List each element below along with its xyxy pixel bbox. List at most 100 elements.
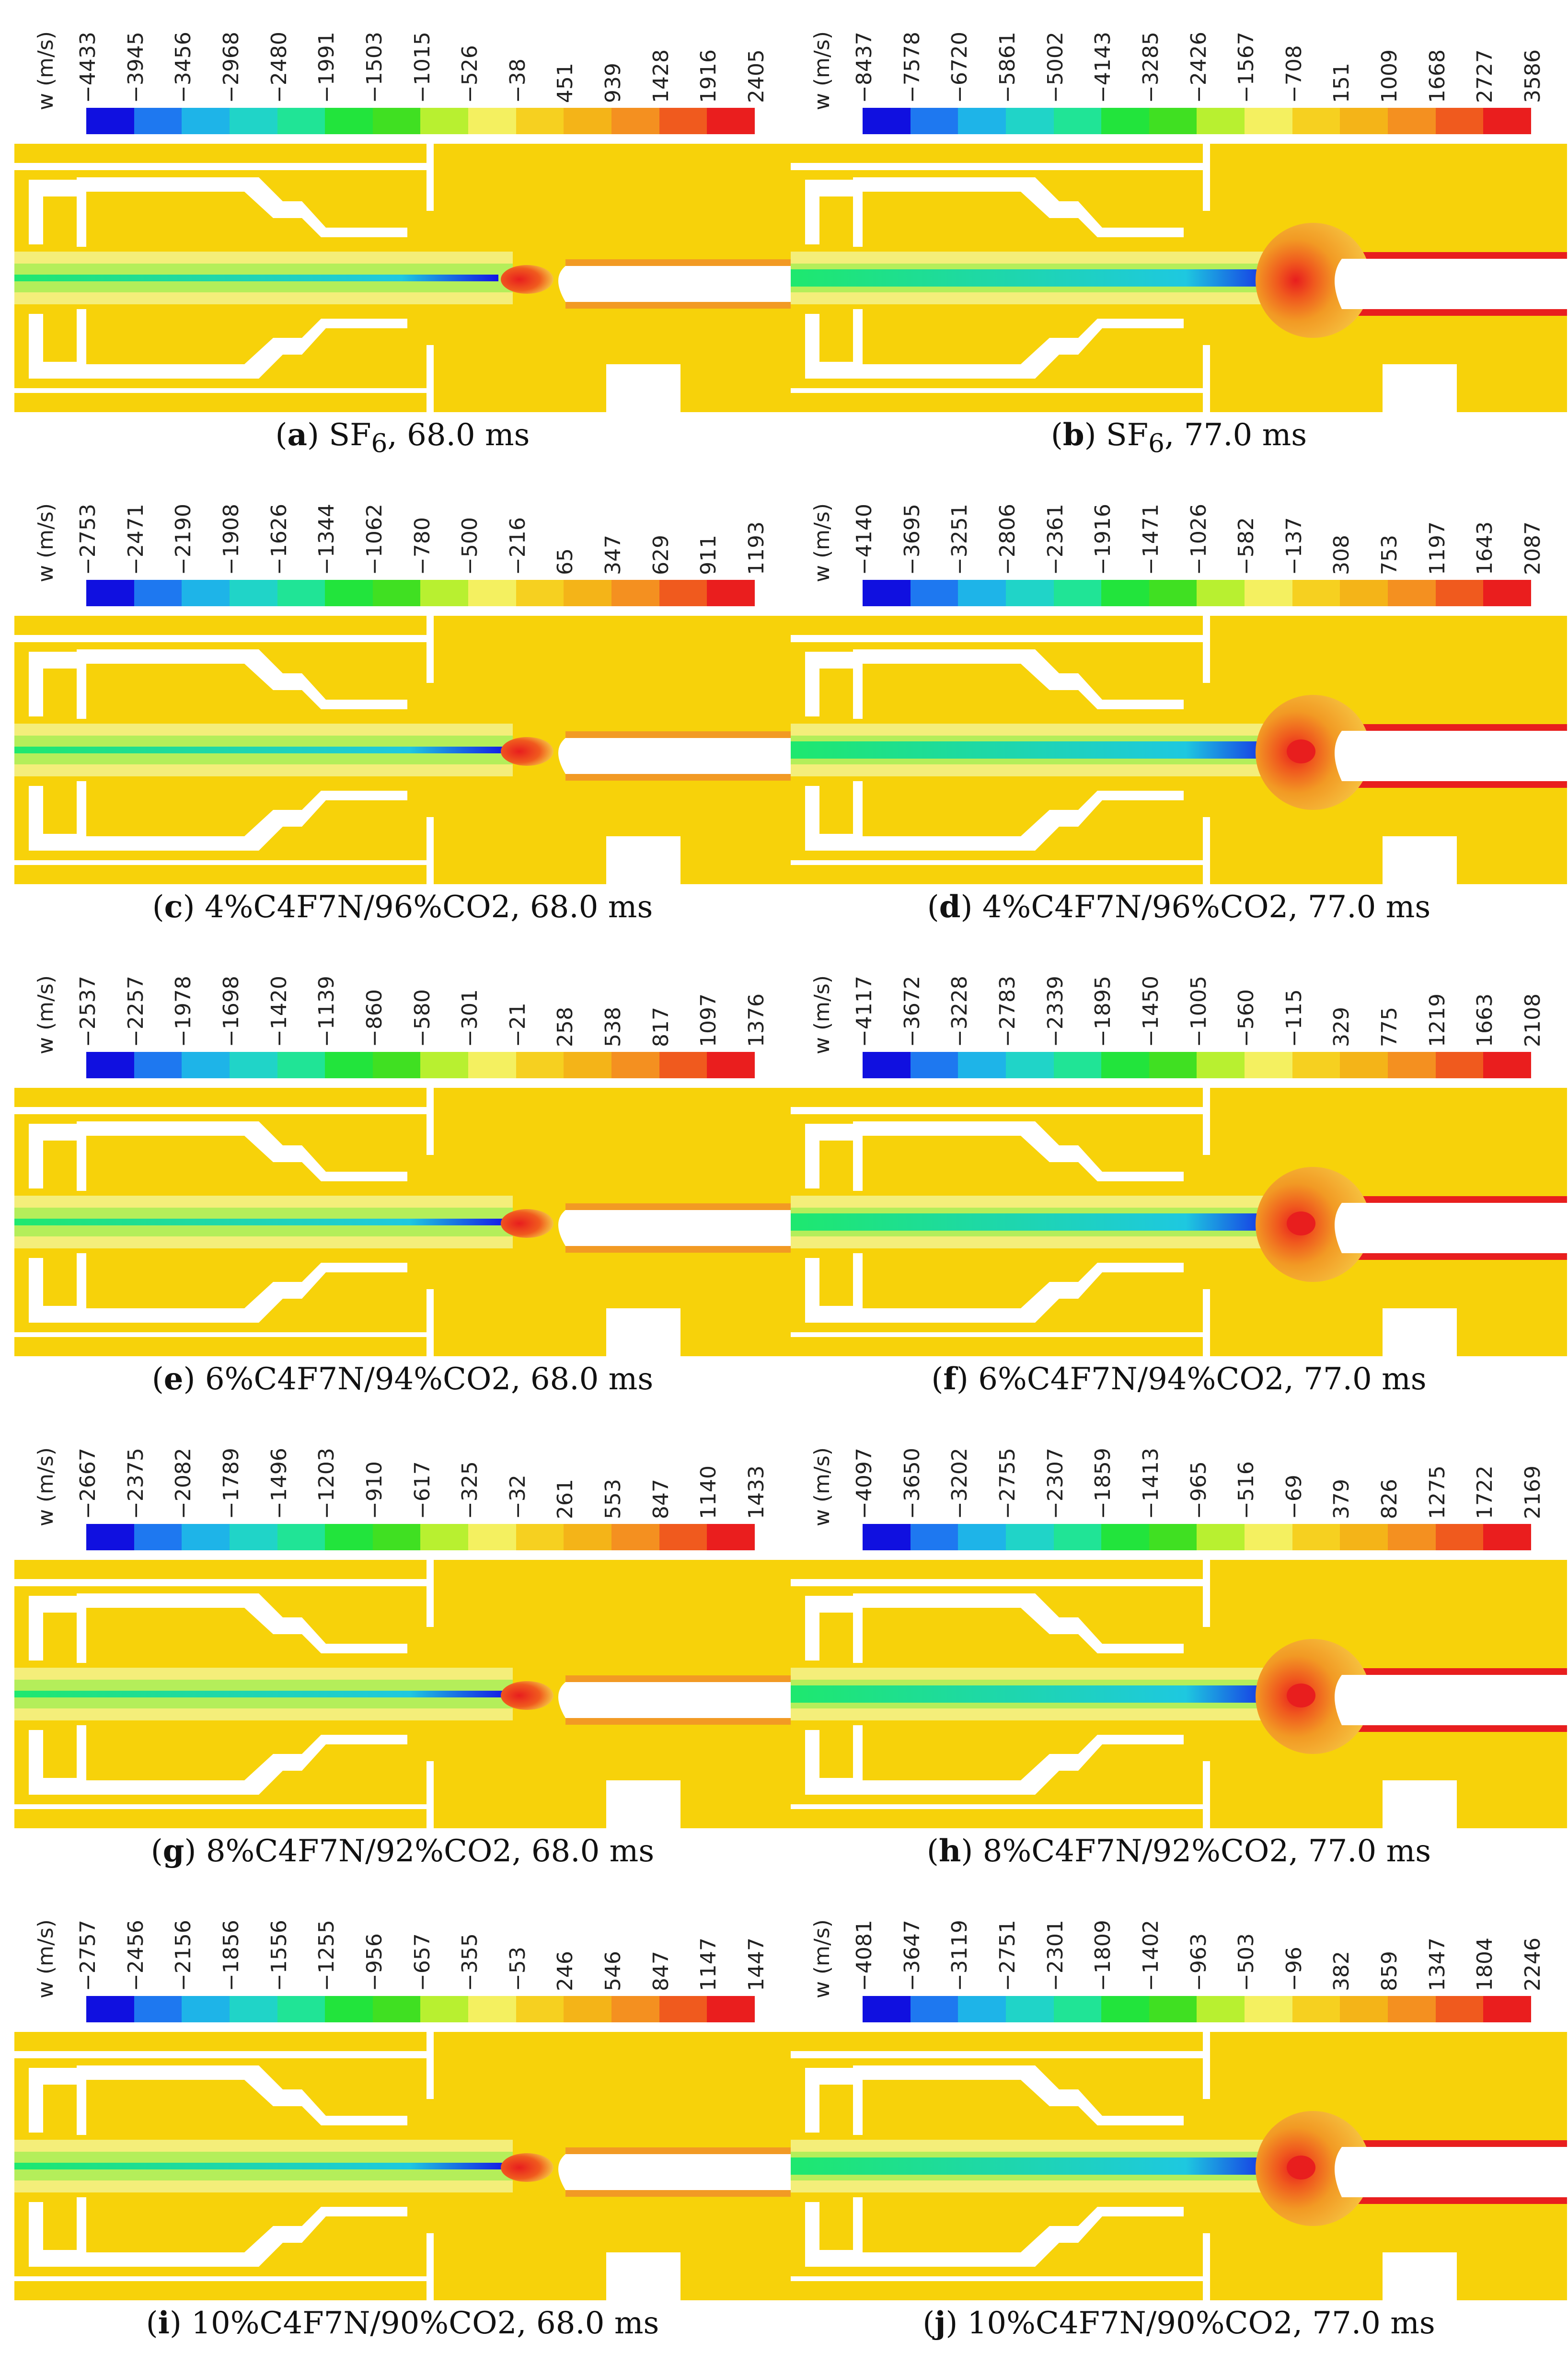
colorbar-tick-label: −2783 (995, 944, 1024, 1047)
colorbar-swatch (420, 580, 469, 606)
colorbar-swatch (1245, 1996, 1292, 2022)
colorbar-swatch (1005, 1524, 1054, 1550)
tick-text: 2246 (1521, 1938, 1545, 1991)
colorbar-swatch (1435, 580, 1484, 606)
solid-part (1203, 2032, 1210, 2099)
tick-text: −2471 (123, 504, 148, 575)
colorbar-tick-label: 2087 (1521, 472, 1549, 575)
tick-text: −3456 (171, 32, 196, 103)
colorbar-tick-label: −1026 (1187, 472, 1215, 575)
colorbar-tick-label: −1567 (1234, 0, 1263, 103)
colorbar-swatch (863, 1996, 911, 2022)
colorbar-swatch (229, 1524, 277, 1550)
panel-caption: (d) 4%C4F7N/96%CO2, 77.0 ms (927, 889, 1431, 925)
colorbar-tick-label: 2169 (1521, 1416, 1549, 1519)
exit-pipe (1335, 259, 1567, 309)
colorbar-swatch (420, 1996, 469, 2022)
solid-part (14, 388, 427, 393)
colorbar-tick-label: 753 (1377, 472, 1406, 575)
colorbar-swatch (134, 580, 182, 606)
colorbar-swatch (958, 108, 1006, 134)
colorbar-scale (86, 580, 755, 606)
tick-text: −4140 (852, 504, 876, 575)
pipe-rim (565, 1203, 791, 1210)
tick-text: −53 (505, 1947, 530, 1991)
colorbar-swatch (182, 1996, 230, 2022)
tick-text: −1413 (1138, 1448, 1163, 1519)
tick-text: −1567 (1234, 32, 1259, 103)
simulation-field (14, 2032, 791, 2300)
tick-text: −580 (410, 989, 435, 1047)
colorbar-tick-label: −1503 (362, 0, 391, 103)
solid-part (1203, 1560, 1210, 1627)
caption-letter: a (287, 417, 307, 453)
colorbar-swatch (910, 108, 958, 134)
colorbar-tick-label: 329 (1329, 944, 1358, 1047)
tick-text: 553 (601, 1479, 626, 1519)
panel-caption: (g) 8%C4F7N/92%CO2, 68.0 ms (150, 1833, 655, 1869)
simulation-field (14, 616, 791, 884)
colorbar-swatch (564, 580, 612, 606)
caption-subscript: 6 (371, 427, 388, 458)
colorbar-swatch (1005, 1996, 1054, 2022)
colorbar-tick-label: 65 (553, 472, 582, 575)
tick-text: −657 (410, 1933, 435, 1991)
arc-core (1287, 739, 1315, 763)
colorbar-swatch (325, 1052, 373, 1078)
colorbar-swatch (1483, 1996, 1531, 2022)
solid-part (606, 364, 680, 412)
tick-text: 847 (648, 1479, 673, 1519)
tick-text: −3647 (899, 1920, 924, 1991)
solid-part (427, 1761, 434, 1828)
panel-i: w (m/s) −2757 −2456 −2156 −1856 −1556 −1255 −95… (14, 1888, 791, 2353)
colorbar-tick-label: 2108 (1521, 944, 1549, 1047)
solid-part (1383, 836, 1457, 884)
tick-text: −8437 (852, 32, 876, 103)
colorbar-swatch (1340, 580, 1388, 606)
solid-part (805, 652, 853, 716)
colorbar-tick-label: 1433 (744, 1416, 773, 1519)
caption-gas: 6%C4F7N/94%CO2 (978, 1361, 1284, 1397)
tick-text: −325 (458, 1461, 483, 1519)
solid-part (1383, 1780, 1457, 1828)
solid-part (853, 1253, 1184, 1323)
solid-part (1203, 345, 1210, 412)
tick-text: −2806 (995, 504, 1020, 575)
colorbar-tick-label: 817 (649, 944, 678, 1047)
caption-time: , 68.0 ms (387, 417, 530, 453)
simulation-plot (14, 1560, 791, 1828)
tick-text: 629 (648, 535, 673, 575)
solid-part (427, 1088, 434, 1155)
tick-text: −1062 (362, 504, 387, 575)
caption-gas: SF (1106, 417, 1149, 453)
colorbar-tick-label: −526 (458, 0, 486, 103)
colorbar-swatch (863, 108, 911, 134)
solid-part (77, 1121, 407, 1191)
colorbar-swatch (1197, 1052, 1245, 1078)
tick-text: −1344 (314, 504, 339, 575)
colorbar-scale (863, 1524, 1531, 1550)
colorbar-swatch (707, 1052, 755, 1078)
colorbar-swatch (1388, 1052, 1436, 1078)
tick-text: −3285 (1138, 32, 1163, 103)
colorbar-tick-label: −325 (458, 1416, 486, 1519)
pipe-rim (565, 1675, 791, 1682)
colorbar-swatch (468, 1996, 516, 2022)
colorbar-swatch (863, 1052, 911, 1078)
pipe-rim (565, 1246, 791, 1253)
tick-text: −1496 (266, 1448, 291, 1519)
jet-core (791, 269, 1284, 287)
colorbar-swatch (1435, 1524, 1484, 1550)
caption-time: , 77.0 ms (1289, 1834, 1431, 1869)
colorbar-swatch (1292, 108, 1340, 134)
colorbar-tick-label: −32 (506, 1416, 534, 1519)
pipe-rim (1342, 1668, 1567, 1675)
tick-text: −956 (362, 1933, 387, 1991)
colorbar: w (m/s) −4117 −3672 −3228 −2783 −2339 −1895 −14… (791, 944, 1567, 1083)
caption-gas: 10%C4F7N/90%CO2 (191, 2306, 517, 2341)
colorbar-swatch (182, 1524, 230, 1550)
colorbar-tick-label: −4140 (852, 472, 881, 575)
solid-part (853, 2065, 1184, 2135)
colorbar-swatch (86, 1524, 134, 1550)
colorbar-swatch (1197, 580, 1245, 606)
